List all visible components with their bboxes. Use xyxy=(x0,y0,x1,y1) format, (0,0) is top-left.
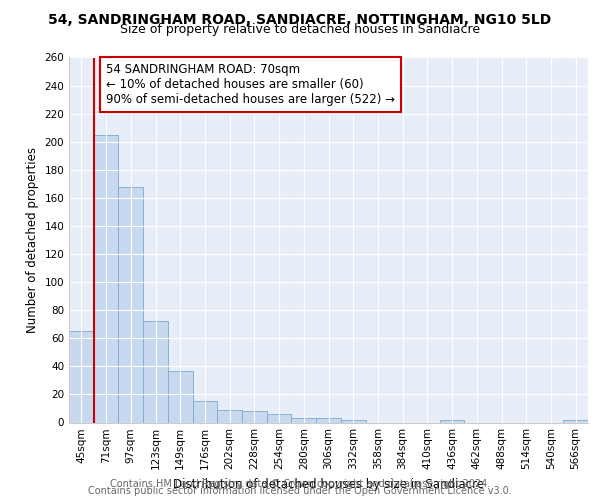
Bar xyxy=(440,420,464,422)
Bar xyxy=(217,410,242,422)
Bar xyxy=(94,134,118,422)
Bar xyxy=(69,331,94,422)
Y-axis label: Number of detached properties: Number of detached properties xyxy=(26,147,39,333)
Bar xyxy=(292,418,316,422)
Bar xyxy=(563,420,588,422)
Text: 54, SANDRINGHAM ROAD, SANDIACRE, NOTTINGHAM, NG10 5LD: 54, SANDRINGHAM ROAD, SANDIACRE, NOTTING… xyxy=(49,12,551,26)
Text: Size of property relative to detached houses in Sandiacre: Size of property relative to detached ho… xyxy=(120,24,480,36)
Bar xyxy=(143,322,168,422)
Bar xyxy=(193,402,217,422)
Text: Contains public sector information licensed under the Open Government Licence v3: Contains public sector information licen… xyxy=(88,486,512,496)
Bar xyxy=(118,186,143,422)
Bar xyxy=(316,418,341,422)
Bar xyxy=(267,414,292,422)
X-axis label: Distribution of detached houses by size in Sandiacre: Distribution of detached houses by size … xyxy=(173,478,484,491)
Bar xyxy=(168,370,193,422)
Bar xyxy=(341,420,365,422)
Text: 54 SANDRINGHAM ROAD: 70sqm
← 10% of detached houses are smaller (60)
90% of semi: 54 SANDRINGHAM ROAD: 70sqm ← 10% of deta… xyxy=(106,63,395,106)
Text: Contains HM Land Registry data © Crown copyright and database right 2024.: Contains HM Land Registry data © Crown c… xyxy=(110,479,490,489)
Bar xyxy=(242,412,267,422)
